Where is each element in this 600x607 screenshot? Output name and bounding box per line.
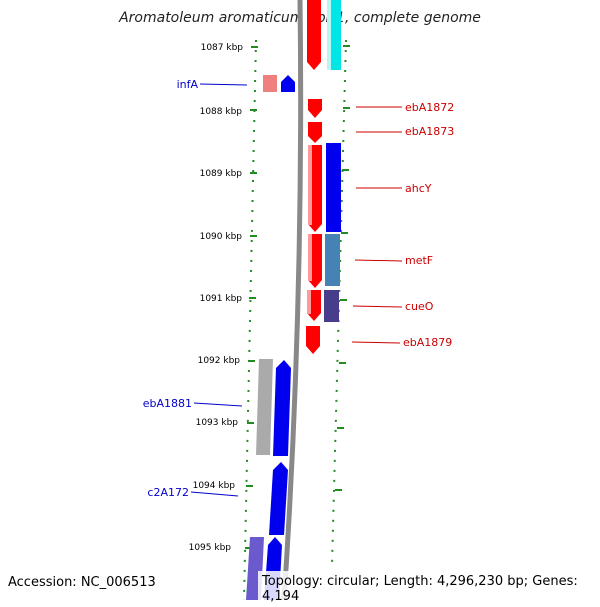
kbp-label-1092: 1092 kbp	[198, 356, 241, 366]
gene-blue-infA[interactable]	[281, 75, 295, 92]
label-line-ebA1881	[193, 402, 243, 407]
gene-label-ebA1881[interactable]: ebA1881	[143, 397, 192, 410]
gene-red-ebA1872	[308, 99, 322, 118]
gene-red-ebA1873	[308, 122, 322, 143]
gene-label-ebA1872[interactable]: ebA1872	[405, 101, 454, 114]
gene-red-1	[307, 0, 321, 70]
kbp-label-1090: 1090 kbp	[200, 232, 243, 242]
gene-blue-c2A172[interactable]	[269, 462, 288, 535]
gene-label-ebA1873[interactable]: ebA1873	[405, 125, 454, 138]
kbp-label-1095: 1095 kbp	[189, 543, 232, 553]
gene-label-ahcY[interactable]: ahcY	[405, 182, 432, 195]
kbp-label-1093: 1093 kbp	[196, 418, 239, 428]
gene-cyan-top-shade	[327, 0, 331, 70]
major-ticks	[245, 45, 350, 549]
gene-label-metF[interactable]: metF	[405, 254, 433, 267]
gene-blue-ahcY[interactable]	[326, 143, 341, 232]
gene-navy-cueO[interactable]	[324, 290, 339, 322]
gene-label-infA[interactable]: infA	[177, 78, 199, 91]
label-line-c2A172	[190, 491, 239, 497]
label-line-cueO	[352, 305, 403, 308]
gene-steel-metF[interactable]	[325, 234, 340, 286]
label-line-infA	[199, 83, 248, 86]
gene-label-c2A172[interactable]: c2A172	[147, 486, 189, 499]
kbp-label-1087: 1087 kbp	[201, 43, 244, 53]
gene-gray-ebA1881[interactable]	[256, 359, 273, 455]
gene-pink-infA[interactable]	[263, 75, 277, 92]
kbp-label-1089: 1089 kbp	[200, 169, 243, 179]
gene-blue-ebA1881[interactable]	[273, 360, 291, 456]
label-line-metF	[354, 259, 403, 262]
kbp-label-1091: 1091 kbp	[200, 294, 243, 304]
gene-label-ebA1879[interactable]: ebA1879	[403, 336, 452, 349]
left-tick-track	[243, 39, 257, 600]
kbp-label-1094: 1094 kbp	[193, 481, 236, 491]
accession-text: Accession: NC_006513	[8, 575, 156, 590]
gene-label-cueO[interactable]: cueO	[405, 300, 434, 313]
genome-backbone	[281, 0, 304, 600]
kbp-label-1088: 1088 kbp	[200, 107, 243, 117]
gene-red-ebA1879	[306, 326, 320, 354]
label-line-ebA1879	[351, 341, 401, 344]
topology-text: Topology: circular; Length: 4,296,230 bp…	[258, 571, 600, 607]
